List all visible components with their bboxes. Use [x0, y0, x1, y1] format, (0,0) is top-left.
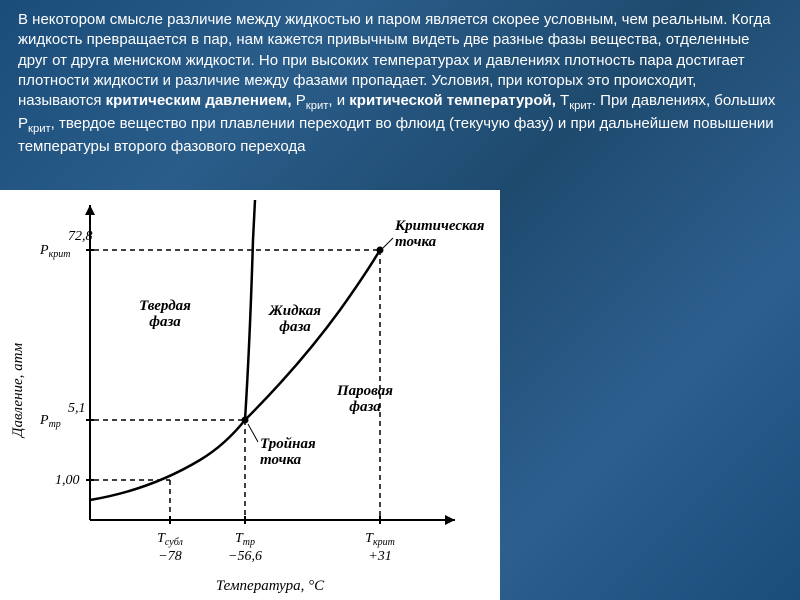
- x-axis-label: Температура, °C: [216, 578, 325, 594]
- svg-text:−78: −78: [158, 549, 181, 564]
- axes: [85, 205, 455, 525]
- svg-text:−56,6: −56,6: [228, 549, 262, 564]
- bold-term: критической температурой,: [349, 92, 556, 109]
- phase-diagram: Давление, атм Температура, °C Pкрит 72,8…: [0, 190, 500, 600]
- critical-point-leader: [383, 238, 393, 248]
- para-text: T: [556, 92, 569, 109]
- critical-point-label: Критическаяточка: [394, 218, 485, 250]
- svg-text:+31: +31: [368, 549, 391, 564]
- subscript: крит: [28, 123, 51, 135]
- triple-point-leader: [248, 424, 258, 442]
- x-tick-ttr: Tтр −56,6: [228, 420, 262, 564]
- critical-point-marker: [377, 247, 384, 254]
- phase-diagram-svg: Давление, атм Температура, °C Pкрит 72,8…: [0, 190, 500, 600]
- svg-text:Tсубл: Tсубл: [157, 531, 183, 548]
- subscript: крит: [306, 100, 329, 112]
- svg-text:Tтр: Tтр: [235, 531, 255, 548]
- liquid-phase-label: Жидкаяфаза: [268, 303, 321, 335]
- y-tick-ptr: Pтр 5,1: [39, 401, 245, 430]
- y-axis-label: Давление, атм: [10, 343, 26, 440]
- para-text: , и: [328, 92, 349, 109]
- para-text: P: [292, 92, 306, 109]
- y-tick-1atm: 1,00: [55, 473, 170, 488]
- bold-term: критическим давлением,: [106, 92, 292, 109]
- svg-text:Pкрит: Pкрит: [39, 243, 70, 260]
- vapor-phase-label: Пароваяфаза: [336, 383, 393, 415]
- subscript: крит: [569, 100, 592, 112]
- svg-text:Tкрит: Tкрит: [365, 531, 395, 548]
- svg-text:1,00: 1,00: [55, 473, 80, 488]
- triple-point-label: Тройнаяточка: [260, 436, 316, 468]
- melting-curve: [245, 200, 255, 420]
- solid-phase-label: Твердаяфаза: [139, 298, 191, 330]
- svg-text:Pтр: Pтр: [39, 413, 61, 430]
- description-text: В некотором смысле различие между жидкос…: [0, 0, 800, 158]
- svg-text:5,1: 5,1: [68, 401, 86, 416]
- sublimation-curve: [90, 420, 245, 500]
- x-tick-tsubl: Tсубл −78: [157, 480, 183, 564]
- triple-point-marker: [242, 417, 249, 424]
- svg-text:72,8: 72,8: [68, 229, 93, 244]
- para-text: , твердое вещество при плавлении переход…: [18, 115, 774, 155]
